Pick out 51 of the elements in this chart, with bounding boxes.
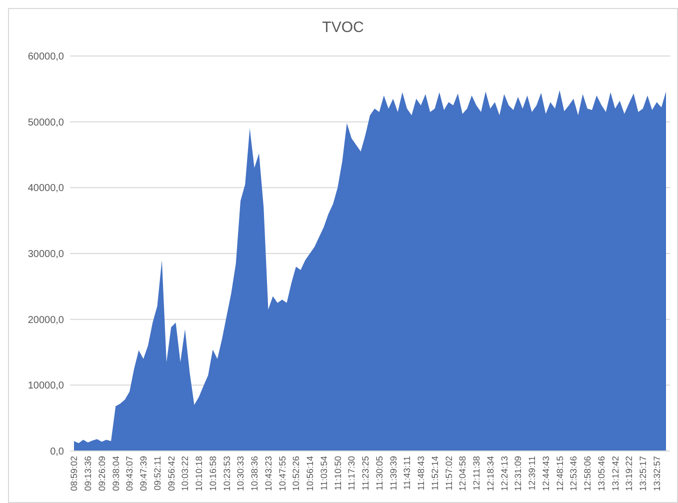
x-tick-label: 11:52:14 bbox=[430, 456, 440, 490]
x-tick-label: 13:12:42 bbox=[610, 456, 620, 492]
x-tick-label: 08:59:02 bbox=[69, 456, 80, 492]
x-tick-label: 11:03:54 bbox=[318, 456, 329, 490]
x-tick-label: 11:10:50 bbox=[332, 456, 343, 490]
chart-title: TVOC bbox=[322, 19, 364, 36]
x-tick-label: 09:13:36 bbox=[83, 456, 94, 492]
y-tick-label: 0,0 bbox=[50, 446, 64, 458]
x-tick-label: 10:43:23 bbox=[263, 456, 274, 492]
x-tick-label: 09:56:42 bbox=[166, 456, 176, 492]
x-tick-label: 10:16:58 bbox=[208, 456, 218, 492]
x-tick-label: 13:25:17 bbox=[638, 456, 648, 492]
x-tick-label: 11:17:30 bbox=[346, 456, 357, 490]
x-tick-label: 13:19:22 bbox=[624, 456, 634, 492]
x-tick-label: 13:05:46 bbox=[596, 456, 606, 492]
x-tick-label: 10:23:53 bbox=[222, 456, 232, 492]
x-tick-label: 10:38:36 bbox=[250, 456, 260, 492]
x-tick-label: 12:31:09 bbox=[513, 456, 524, 492]
x-tick-label: 11:30:05 bbox=[374, 456, 384, 490]
x-tick-label: 12:39:11 bbox=[527, 456, 538, 490]
x-tick-label: 10:30:33 bbox=[236, 456, 246, 492]
x-tick-label: 10:10:18 bbox=[194, 456, 204, 492]
x-tick-label: 09:52:11 bbox=[152, 456, 162, 490]
y-tick-label: 20000,0 bbox=[28, 314, 64, 326]
y-tick-label: 50000,0 bbox=[28, 117, 64, 128]
x-tick-label: 12:53:46 bbox=[568, 456, 579, 492]
y-tick-label: 60000,0 bbox=[28, 52, 64, 62]
x-tick-label: 12:44:43 bbox=[540, 456, 551, 492]
x-tick-label: 11:57:02 bbox=[444, 456, 454, 490]
x-tick-label: 12:48:15 bbox=[554, 456, 565, 492]
x-tick-label: 09:38:04 bbox=[110, 456, 121, 492]
x-tick-label: 09:43:07 bbox=[124, 456, 135, 492]
x-tick-label: 10:56:14 bbox=[305, 456, 316, 492]
x-tick-label: 10:52:26 bbox=[291, 456, 302, 492]
y-tick-label: 30000,0 bbox=[28, 249, 64, 260]
x-tick-label: 11:23:25 bbox=[360, 456, 371, 490]
y-tick-label: 40000,0 bbox=[28, 183, 64, 194]
x-tick-label: 09:47:39 bbox=[138, 456, 149, 492]
x-tick-label: 11:48:43 bbox=[416, 456, 426, 490]
x-tick-label: 12:24:13 bbox=[499, 456, 510, 492]
x-tick-label: 13:32:57 bbox=[652, 456, 662, 492]
x-tick-label: 09:26:09 bbox=[96, 456, 107, 492]
x-tick-label: 10:47:55 bbox=[277, 456, 288, 492]
x-tick-label: 12:58:06 bbox=[582, 456, 593, 492]
x-tick-label: 10:03:22 bbox=[180, 456, 190, 492]
x-tick-label: 11:39:39 bbox=[388, 456, 398, 490]
x-tick-label: 12:11:38 bbox=[472, 456, 482, 490]
x-tick-label: 12:18:34 bbox=[485, 456, 496, 492]
x-tick-label: 11:43:11 bbox=[402, 456, 412, 490]
x-tick-label: 12:04:58 bbox=[458, 456, 468, 492]
y-tick-label: 10000,0 bbox=[28, 380, 64, 392]
